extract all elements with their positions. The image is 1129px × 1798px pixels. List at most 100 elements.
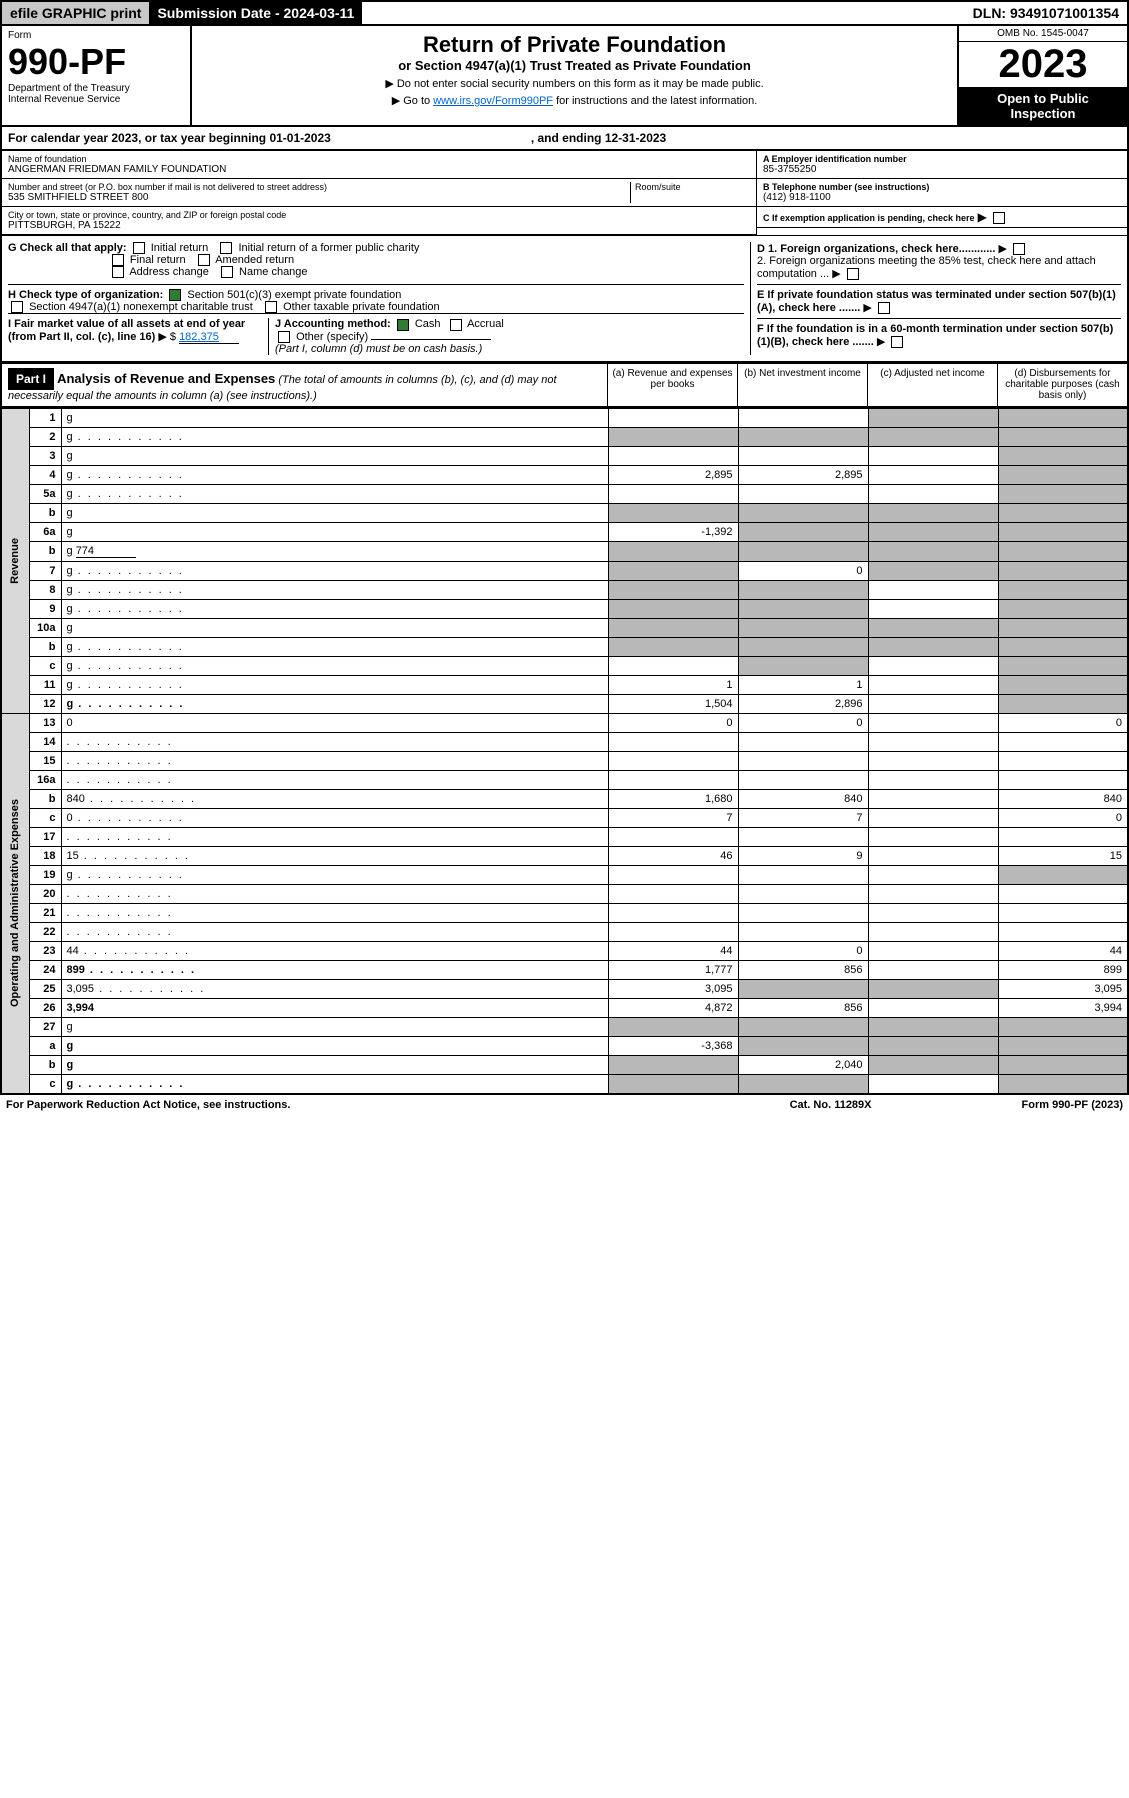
col-d-header: (d) Disbursements for charitable purpose… (997, 364, 1127, 406)
cell-col-a (608, 903, 738, 922)
line-number: 14 (29, 732, 61, 751)
cell-col-a (608, 561, 738, 580)
cell-col-d (998, 865, 1128, 884)
table-row: 234444044 (1, 941, 1128, 960)
cell-col-a: 2,895 (608, 465, 738, 484)
fmv-value[interactable]: 182,375 (179, 331, 239, 344)
line-description: g (61, 865, 608, 884)
line-description: g (61, 1036, 608, 1055)
line-number: 8 (29, 580, 61, 599)
dln: DLN: 93491071001354 (965, 2, 1127, 24)
cell-col-c (868, 903, 998, 922)
table-row: 9g (1, 599, 1128, 618)
efile-print[interactable]: efile GRAPHIC print (2, 2, 149, 24)
line-description: g (61, 1055, 608, 1074)
cell-col-c (868, 484, 998, 503)
h-501c3-checkbox[interactable] (169, 289, 181, 301)
room-label: Room/suite (635, 182, 750, 192)
table-row: 4g2,8952,895 (1, 465, 1128, 484)
line-number: 11 (29, 675, 61, 694)
line-number: 12 (29, 694, 61, 713)
line-description (61, 884, 608, 903)
expenses-label: Operating and Administrative Expenses (1, 713, 29, 1094)
line-description: g (61, 694, 608, 713)
j-other-checkbox[interactable] (278, 331, 290, 343)
line-number: 26 (29, 998, 61, 1017)
line-number: 2 (29, 427, 61, 446)
h-4947-checkbox[interactable] (11, 301, 23, 313)
cell-col-d (998, 694, 1128, 713)
c-checkbox[interactable] (993, 212, 1005, 224)
cell-col-d (998, 1017, 1128, 1036)
table-row: cg (1, 656, 1128, 675)
line-number: c (29, 656, 61, 675)
cell-col-d (998, 408, 1128, 427)
line-description: g (61, 408, 608, 427)
line-number: 7 (29, 561, 61, 580)
ein-label: A Employer identification number (763, 154, 1121, 164)
cell-col-c (868, 789, 998, 808)
cell-col-b (738, 656, 868, 675)
irs-link[interactable]: www.irs.gov/Form990PF (433, 95, 553, 107)
cell-col-b: 2,895 (738, 465, 868, 484)
d2-checkbox[interactable] (847, 268, 859, 280)
g-initial-checkbox[interactable] (133, 242, 145, 254)
cell-col-b (738, 427, 868, 446)
foundation-name: ANGERMAN FRIEDMAN FAMILY FOUNDATION (8, 164, 750, 175)
cell-col-c (868, 1017, 998, 1036)
name-label: Name of foundation (8, 154, 750, 164)
addr-label: Number and street (or P.O. box number if… (8, 182, 630, 192)
g-amended-checkbox[interactable] (198, 254, 210, 266)
j-cash-checkbox[interactable] (397, 319, 409, 331)
g-final-checkbox[interactable] (112, 254, 124, 266)
line-number: 10a (29, 618, 61, 637)
line-number: 24 (29, 960, 61, 979)
g-label: G Check all that apply: (8, 242, 127, 254)
f-checkbox[interactable] (891, 336, 903, 348)
omb-number: OMB No. 1545-0047 (959, 26, 1127, 42)
cell-col-b (738, 541, 868, 561)
d1-checkbox[interactable] (1013, 243, 1025, 255)
cell-col-a (608, 408, 738, 427)
line-description: g (61, 484, 608, 503)
form-title: Return of Private Foundation (198, 32, 951, 58)
cell-col-b (738, 637, 868, 656)
cell-col-c (868, 580, 998, 599)
col-b-header: (b) Net investment income (737, 364, 867, 406)
cell-col-a (608, 827, 738, 846)
cell-col-a: 4,872 (608, 998, 738, 1017)
line-description (61, 922, 608, 941)
line-number: b (29, 503, 61, 522)
line-number: 17 (29, 827, 61, 846)
line-number: b (29, 541, 61, 561)
cell-col-c (868, 465, 998, 484)
g-name-checkbox[interactable] (221, 266, 233, 278)
form-header: Form 990-PF Department of the Treasury I… (0, 26, 1129, 127)
h-label: H Check type of organization: (8, 289, 163, 301)
cell-col-b (738, 446, 868, 465)
line-number: 19 (29, 865, 61, 884)
e-checkbox[interactable] (878, 302, 890, 314)
g-address-checkbox[interactable] (112, 266, 124, 278)
j-accrual-checkbox[interactable] (450, 319, 462, 331)
cell-col-c (868, 1074, 998, 1094)
cell-col-d: 44 (998, 941, 1128, 960)
form-word: Form (8, 30, 184, 41)
line-description: g (61, 446, 608, 465)
cell-col-d (998, 770, 1128, 789)
g-former-checkbox[interactable] (220, 242, 232, 254)
cell-col-a (608, 484, 738, 503)
c-label: C If exemption application is pending, c… (763, 213, 975, 223)
line-description: 899 (61, 960, 608, 979)
line-description: g (61, 561, 608, 580)
cell-col-b (738, 522, 868, 541)
h-other-checkbox[interactable] (265, 301, 277, 313)
line-description (61, 827, 608, 846)
cell-col-a (608, 637, 738, 656)
cell-col-c (868, 960, 998, 979)
cell-col-d (998, 656, 1128, 675)
table-row: 15 (1, 751, 1128, 770)
line-number: 5a (29, 484, 61, 503)
cell-col-c (868, 979, 998, 998)
table-row: 6ag-1,392 (1, 522, 1128, 541)
